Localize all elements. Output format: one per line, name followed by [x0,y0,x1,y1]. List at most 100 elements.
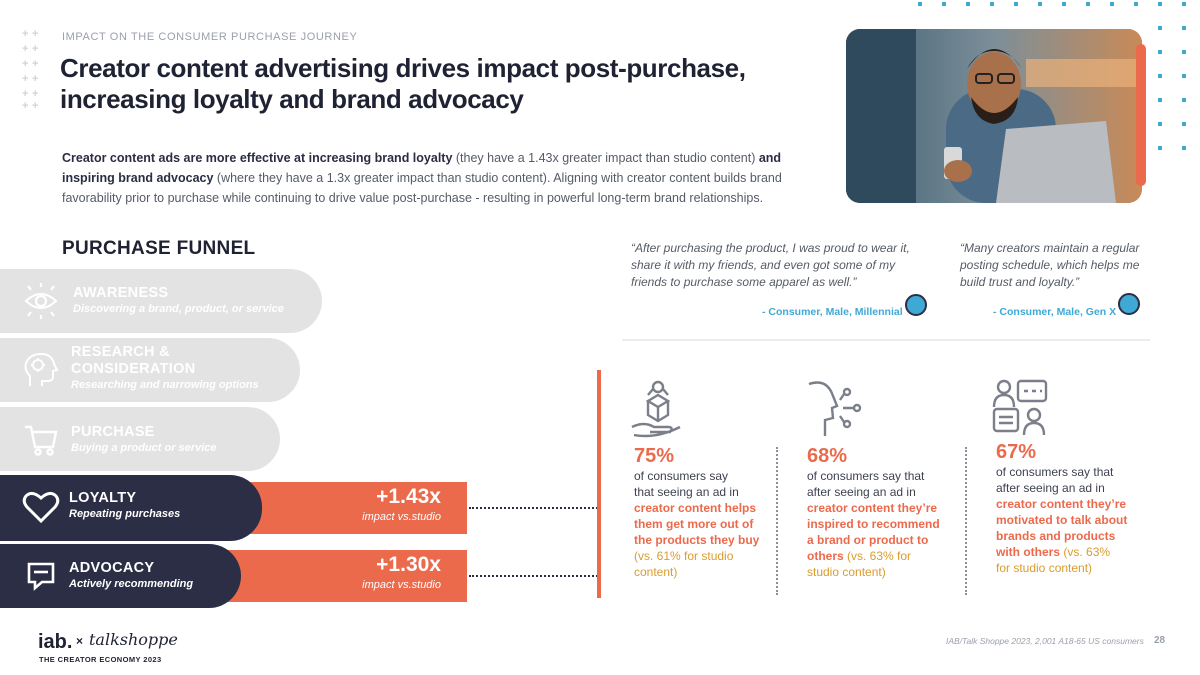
advocacy-impact-bar: +1.30x impact vs.studio [210,550,467,602]
stat-comparison: (vs. 63% for [843,549,912,563]
stat-card-recommend: 68% of consumers say that after seeing a… [807,444,957,580]
intro-text-1: (they have a 1.43x greater impact than s… [452,151,759,165]
page-number: 28 [1154,635,1166,646]
stat-line: of consumers say [634,469,729,483]
intro-bold-2: and inspiring brand advocacy [62,151,782,185]
funnel-stage-consideration: RESEARCH & CONSIDERATION Researching and… [0,338,300,402]
page-title-line-1: Creator content advertising drives impac… [60,53,746,83]
stat-text: of consumers say that after seeing an ad… [807,468,957,580]
loyalty-impact-value: +1.43x [376,485,441,508]
speech-bubble-icon [27,562,55,591]
quote-2: “Many creators maintain a regular postin… [960,240,1160,291]
stat-comparison: (vs. 61% for studio [634,549,734,563]
divider [622,339,1150,341]
decorative-dots-right [918,2,1186,150]
talkshoppe-logo: talkshoppe [89,630,178,649]
stage-name-purchase: PURCHASE [71,424,155,440]
eye-icon [24,283,58,319]
stat-highlight: creator content they’re [807,501,938,515]
advocacy-impact-value: +1.30x [376,553,441,576]
brain-head-icon [24,352,59,386]
stage-name-research: RESEARCH & [71,344,170,360]
stat-highlight: others [807,549,844,563]
stage-sub-purchase: Buying a product or service [71,442,217,454]
page-title-line-2: increasing loyalty and brand advocacy [60,84,524,114]
advocacy-connector [469,575,598,577]
stage-name-advocacy: ADVOCACY [69,560,155,576]
section-eyebrow: IMPACT ON THE CONSUMER PURCHASE JOURNEY [62,31,358,43]
cart-icon [25,425,58,456]
stat-highlight: brands and products [996,529,1116,543]
stage-name-awareness: AWARENESS [73,285,169,301]
quote-1-line-3: friends to purchase some apparel as well… [631,275,857,289]
avatar-icon [1118,293,1140,315]
stat-highlight: creator content helps [634,501,757,515]
funnel-title: PURCHASE FUNNEL [62,238,256,259]
stat-comparison: studio content) [807,565,886,579]
avatar-icon [905,294,927,316]
stage-name-loyalty: LOYALTY [69,490,137,506]
loyalty-impact-bar: +1.43x impact vs.studio [230,482,467,534]
source-note: IAB/Talk Shoppe 2023, 2,001 A18-65 US co… [946,636,1144,646]
stat-highlight: creator content they’re [996,497,1127,511]
people-chat-icon [992,379,1048,436]
stage-sub-consideration: Researching and narrowing options [71,379,259,391]
intro-text-2: (where they have a 1.3x greater impact t… [62,171,782,205]
stat-line: of consumers say that [996,465,1114,479]
intro-bold-1: Creator content ads are more effective a… [62,151,453,165]
stage-name-consideration: CONSIDERATION [71,361,196,377]
intro-paragraph: Creator content ads are more effective a… [62,148,792,208]
logo-separator: × [76,634,84,648]
page-title: Creator content advertising drives impac… [60,53,800,115]
stat-line: after seeing an ad in [996,481,1105,495]
quote-2-line-1: “Many creators maintain a regular [960,241,1140,255]
iab-logo: iab. [38,631,73,653]
report-name: THE CREATOR ECONOMY 2023 [39,655,162,664]
heart-icon [22,491,60,524]
stat-text: of consumers say that seeing an ad in cr… [634,468,774,580]
loyalty-impact-caption: impact vs.studio [362,511,441,523]
loyalty-connector [469,507,598,509]
stat-highlight: a brand or product to [807,533,929,547]
funnel-stage-advocacy: ADVOCACY Actively recommending [0,544,241,608]
decorative-dots-left: + + + + + + + + + + + + [22,28,39,112]
stat-line: of consumers say that [807,469,925,483]
hero-photo [846,29,1142,203]
stat-highlight: the products they buy [634,533,760,547]
hero-photo-illustration [846,29,1142,203]
funnel-stage-loyalty: LOYALTY Repeating purchases [0,475,262,541]
quote-2-line-3: build trust and loyalty.” [960,275,1080,289]
gift-hand-icon [631,380,681,438]
stat-line: that seeing an ad in [634,485,739,499]
stage-sub-awareness: Discovering a brand, product, or service [73,303,284,315]
quote-1: “After purchasing the product, I was pro… [631,240,931,291]
quote-2-attribution: - Consumer, Male, Gen X [993,306,1117,318]
stat-highlight: inspired to recommend [807,517,940,531]
head-share-icon [808,381,862,436]
stat-comparison: (vs. 63% [1060,545,1111,559]
stats-accent-line [597,370,601,598]
funnel-stage-awareness: AWARENESS Discovering a brand, product, … [0,269,322,333]
funnel-stage-purchase: PURCHASE Buying a product or service [0,407,280,471]
advocacy-impact-caption: impact vs.studio [362,579,441,591]
stat-comparison: for studio content) [996,561,1093,575]
stat-highlight: motivated to talk about [996,513,1128,527]
photo-accent-bar [1136,44,1146,186]
stat-separator [776,447,778,595]
stat-highlight: with others [996,545,1061,559]
stat-percent: 67% [996,441,1037,463]
stat-card-talk: 67% of consumers say that after seeing a… [996,440,1146,576]
stat-card-loyalty: 75% of consumers say that seeing an ad i… [634,444,774,580]
stat-separator [965,447,967,595]
quote-1-line-1: “After purchasing the product, I was pro… [631,241,910,255]
stat-comparison: content) [634,565,678,579]
stage-sub-advocacy: Actively recommending [69,578,194,590]
stat-highlight: them get more out of [634,517,754,531]
quote-2-line-2: posting schedule, which helps me [960,258,1140,272]
quote-1-line-2: share it with my friends, and even got s… [631,258,896,272]
quote-1-attribution: - Consumer, Male, Millennial [762,306,903,318]
stat-percent: 68% [807,445,848,467]
stat-text: of consumers say that after seeing an ad… [996,464,1146,576]
stat-percent: 75% [634,445,675,467]
stage-sub-loyalty: Repeating purchases [69,508,181,520]
